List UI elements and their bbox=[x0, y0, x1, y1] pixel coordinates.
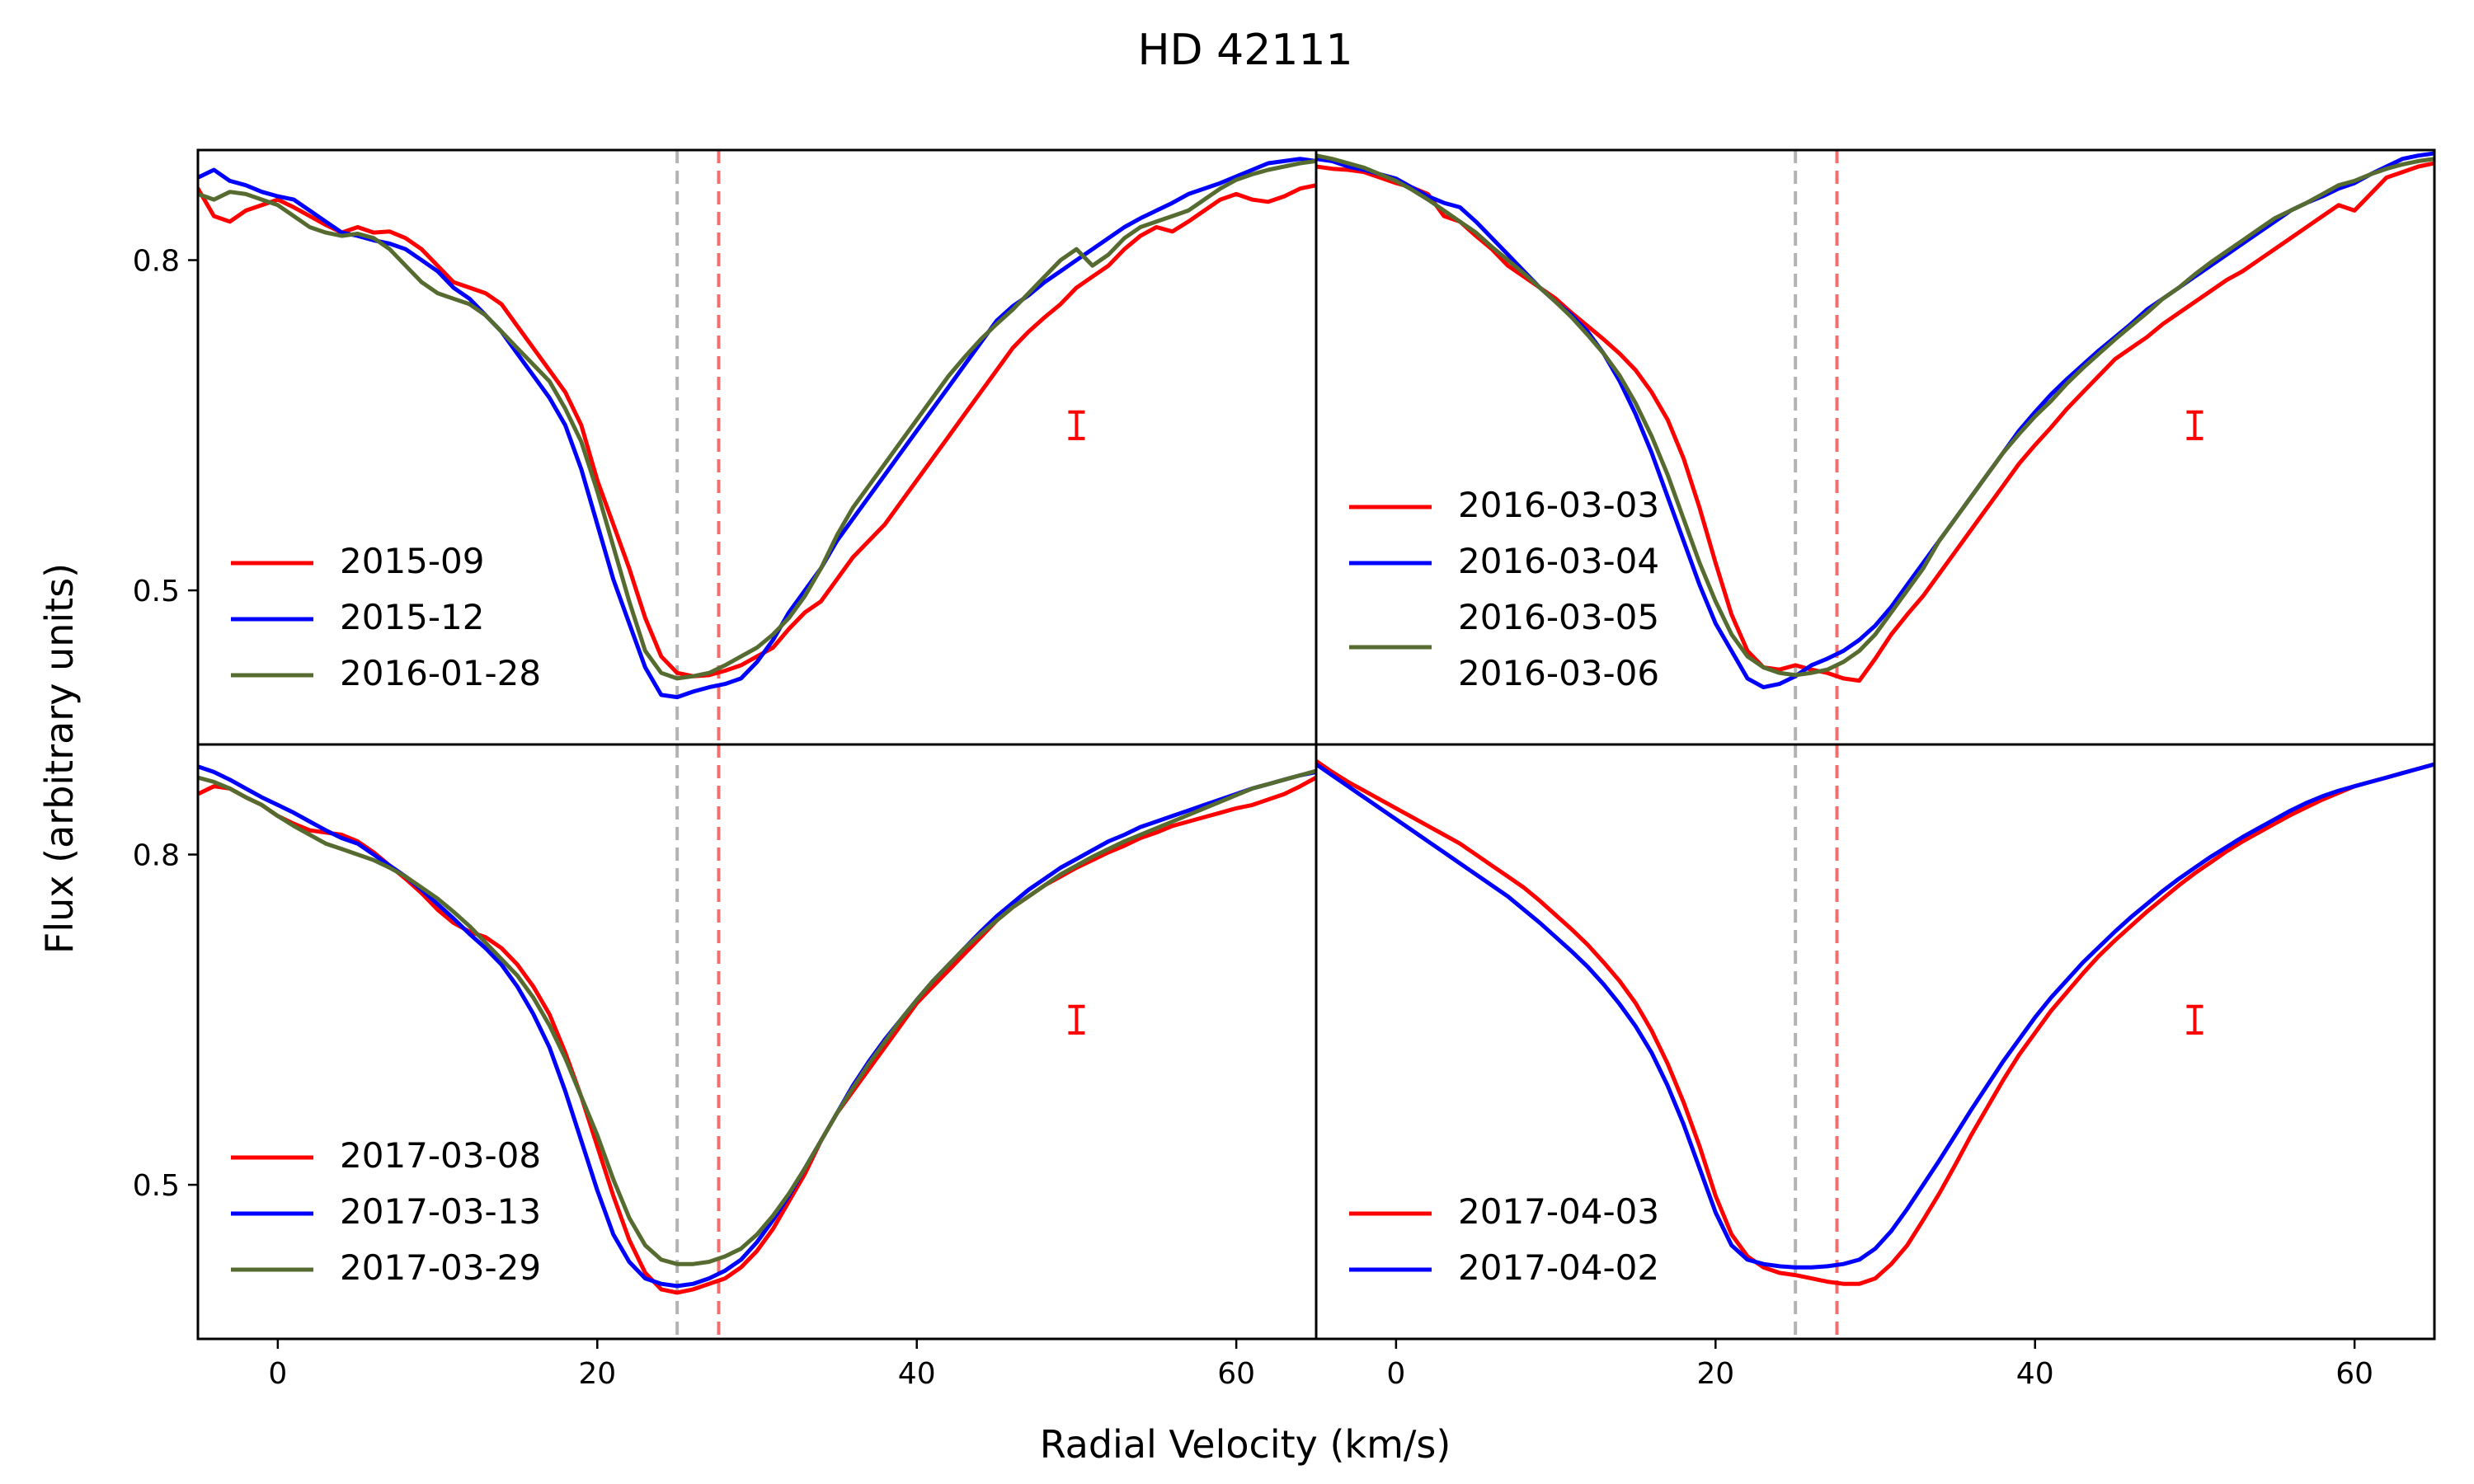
legend-entry-2015-12: 2015-12 bbox=[231, 597, 485, 637]
x-tick-label: 0 bbox=[268, 1357, 287, 1391]
legend-entry-2015-09: 2015-09 bbox=[231, 541, 485, 581]
legend-entry-2016-03-05: 2016-03-05 2016-03-06 bbox=[1349, 597, 1659, 693]
series-line-2015-09 bbox=[198, 183, 1316, 679]
legend-entry-2017-04-02: 2017-04-02 bbox=[1349, 1247, 1659, 1288]
legend-entry-2016-03-03: 2016-03-03 bbox=[1349, 485, 1659, 525]
panel-3: 0 20 40 600.50.82017-03-082017-03-132017-03… bbox=[133, 743, 1318, 1391]
y-tick-label: 0.8 bbox=[133, 245, 180, 279]
legend-label: 2016-03-04 bbox=[1458, 541, 1659, 581]
legend-label: 2017-04-02 bbox=[1458, 1247, 1659, 1288]
y-axis-label: Flux (arbitrary units) bbox=[37, 563, 82, 954]
series-line-2016-01-28 bbox=[198, 158, 1316, 681]
legend-entry-2017-03-13: 2017-03-13 bbox=[231, 1191, 541, 1232]
x-axis-label: Radial Velocity (km/s) bbox=[1040, 1422, 1451, 1467]
x-tick-label: 40 bbox=[898, 1357, 936, 1391]
x-tick-label: 60 bbox=[1217, 1357, 1255, 1391]
legend-label: 2017-03-08 bbox=[340, 1135, 541, 1176]
legend-label: 2016-01-28 bbox=[340, 653, 541, 693]
error-bar bbox=[2186, 1004, 2204, 1035]
legend-label: 2016-03-03 bbox=[1458, 485, 1659, 525]
panel-1: 0.5 0.8 2015-09 2015-12 2016-01-28 bbox=[133, 148, 1318, 746]
legend-label: 2016-03-05 bbox=[1458, 597, 1659, 637]
legend-entry-2016-03-04: 2016-03-04 bbox=[1349, 541, 1659, 581]
x-tick-label: 0 bbox=[1386, 1357, 1405, 1391]
series-line-2017-03-29 bbox=[198, 768, 1316, 1266]
error-bar bbox=[1068, 1004, 1085, 1035]
series-line-2017-03-13 bbox=[198, 764, 1316, 1289]
chart-title: HD 42111 bbox=[1137, 26, 1352, 75]
legend-label: 2017-04-03 bbox=[1458, 1191, 1659, 1232]
legend-entry-2017-03-08: 2017-03-08 bbox=[231, 1135, 541, 1176]
error-bar bbox=[1068, 410, 1085, 440]
series-group bbox=[198, 157, 1316, 700]
legend-label: 2017-03-13 bbox=[340, 1191, 541, 1232]
series-line-2016-03-03 bbox=[1316, 161, 2434, 683]
error-bar bbox=[2186, 410, 2204, 440]
series-group bbox=[198, 764, 1316, 1295]
legend: 2016-03-03 2016-03-04 2016-03-05 2016-03-06 bbox=[1349, 485, 1659, 693]
legend-entry-2017-03-29: 2017-03-29 bbox=[231, 1247, 541, 1288]
series-line-2017-04-02 bbox=[1316, 762, 2434, 1270]
legend-label: 2017-03-29 bbox=[340, 1247, 541, 1288]
y-tick-label: 0.8 bbox=[133, 839, 180, 873]
panel-2: 2016-03-03 2016-03-04 2016-03-05 2016-03-06 bbox=[1315, 148, 2436, 746]
x-tick-label: 20 bbox=[578, 1357, 616, 1391]
legend-label: 2015-12 bbox=[340, 597, 485, 637]
series-group bbox=[1316, 758, 2434, 1286]
legend-entry-2016-01-28: 2016-01-28 bbox=[231, 653, 541, 693]
y-tick-label: 0.5 bbox=[133, 1169, 180, 1203]
x-tick-label: 20 bbox=[1696, 1357, 1734, 1391]
legend: 2017-04-03 2017-04-02 bbox=[1349, 1191, 1659, 1288]
legend: 2017-03-08 2017-03-13 2017-03-29 bbox=[231, 1135, 541, 1288]
legend-label: 2016-03-06 bbox=[1458, 653, 1659, 693]
series-group bbox=[1316, 151, 2434, 690]
series-line-2016-03-05 bbox=[1316, 153, 2434, 678]
series-line-2015-12 bbox=[198, 157, 1316, 700]
legend-entry-2017-04-03: 2017-04-03 bbox=[1349, 1191, 1659, 1232]
panel-frame bbox=[1315, 743, 2436, 1341]
series-line-2016-03-04 bbox=[1316, 151, 2434, 690]
panels-group: 0.5 0.8 2015-09 2015-12 2016-01-28 2016-03-03… bbox=[133, 148, 2436, 1391]
panel-4: 0 20 40 60 2017-04-03 2017-04-02 bbox=[1315, 743, 2436, 1391]
legend: 2015-09 2015-12 2016-01-28 bbox=[231, 541, 541, 693]
x-tick-label: 40 bbox=[2016, 1357, 2054, 1391]
legend-label: 2015-09 bbox=[340, 541, 485, 581]
series-line-2017-04-03 bbox=[1316, 758, 2434, 1286]
x-tick-label: 60 bbox=[2335, 1357, 2373, 1391]
y-tick-label: 0.5 bbox=[133, 575, 180, 608]
